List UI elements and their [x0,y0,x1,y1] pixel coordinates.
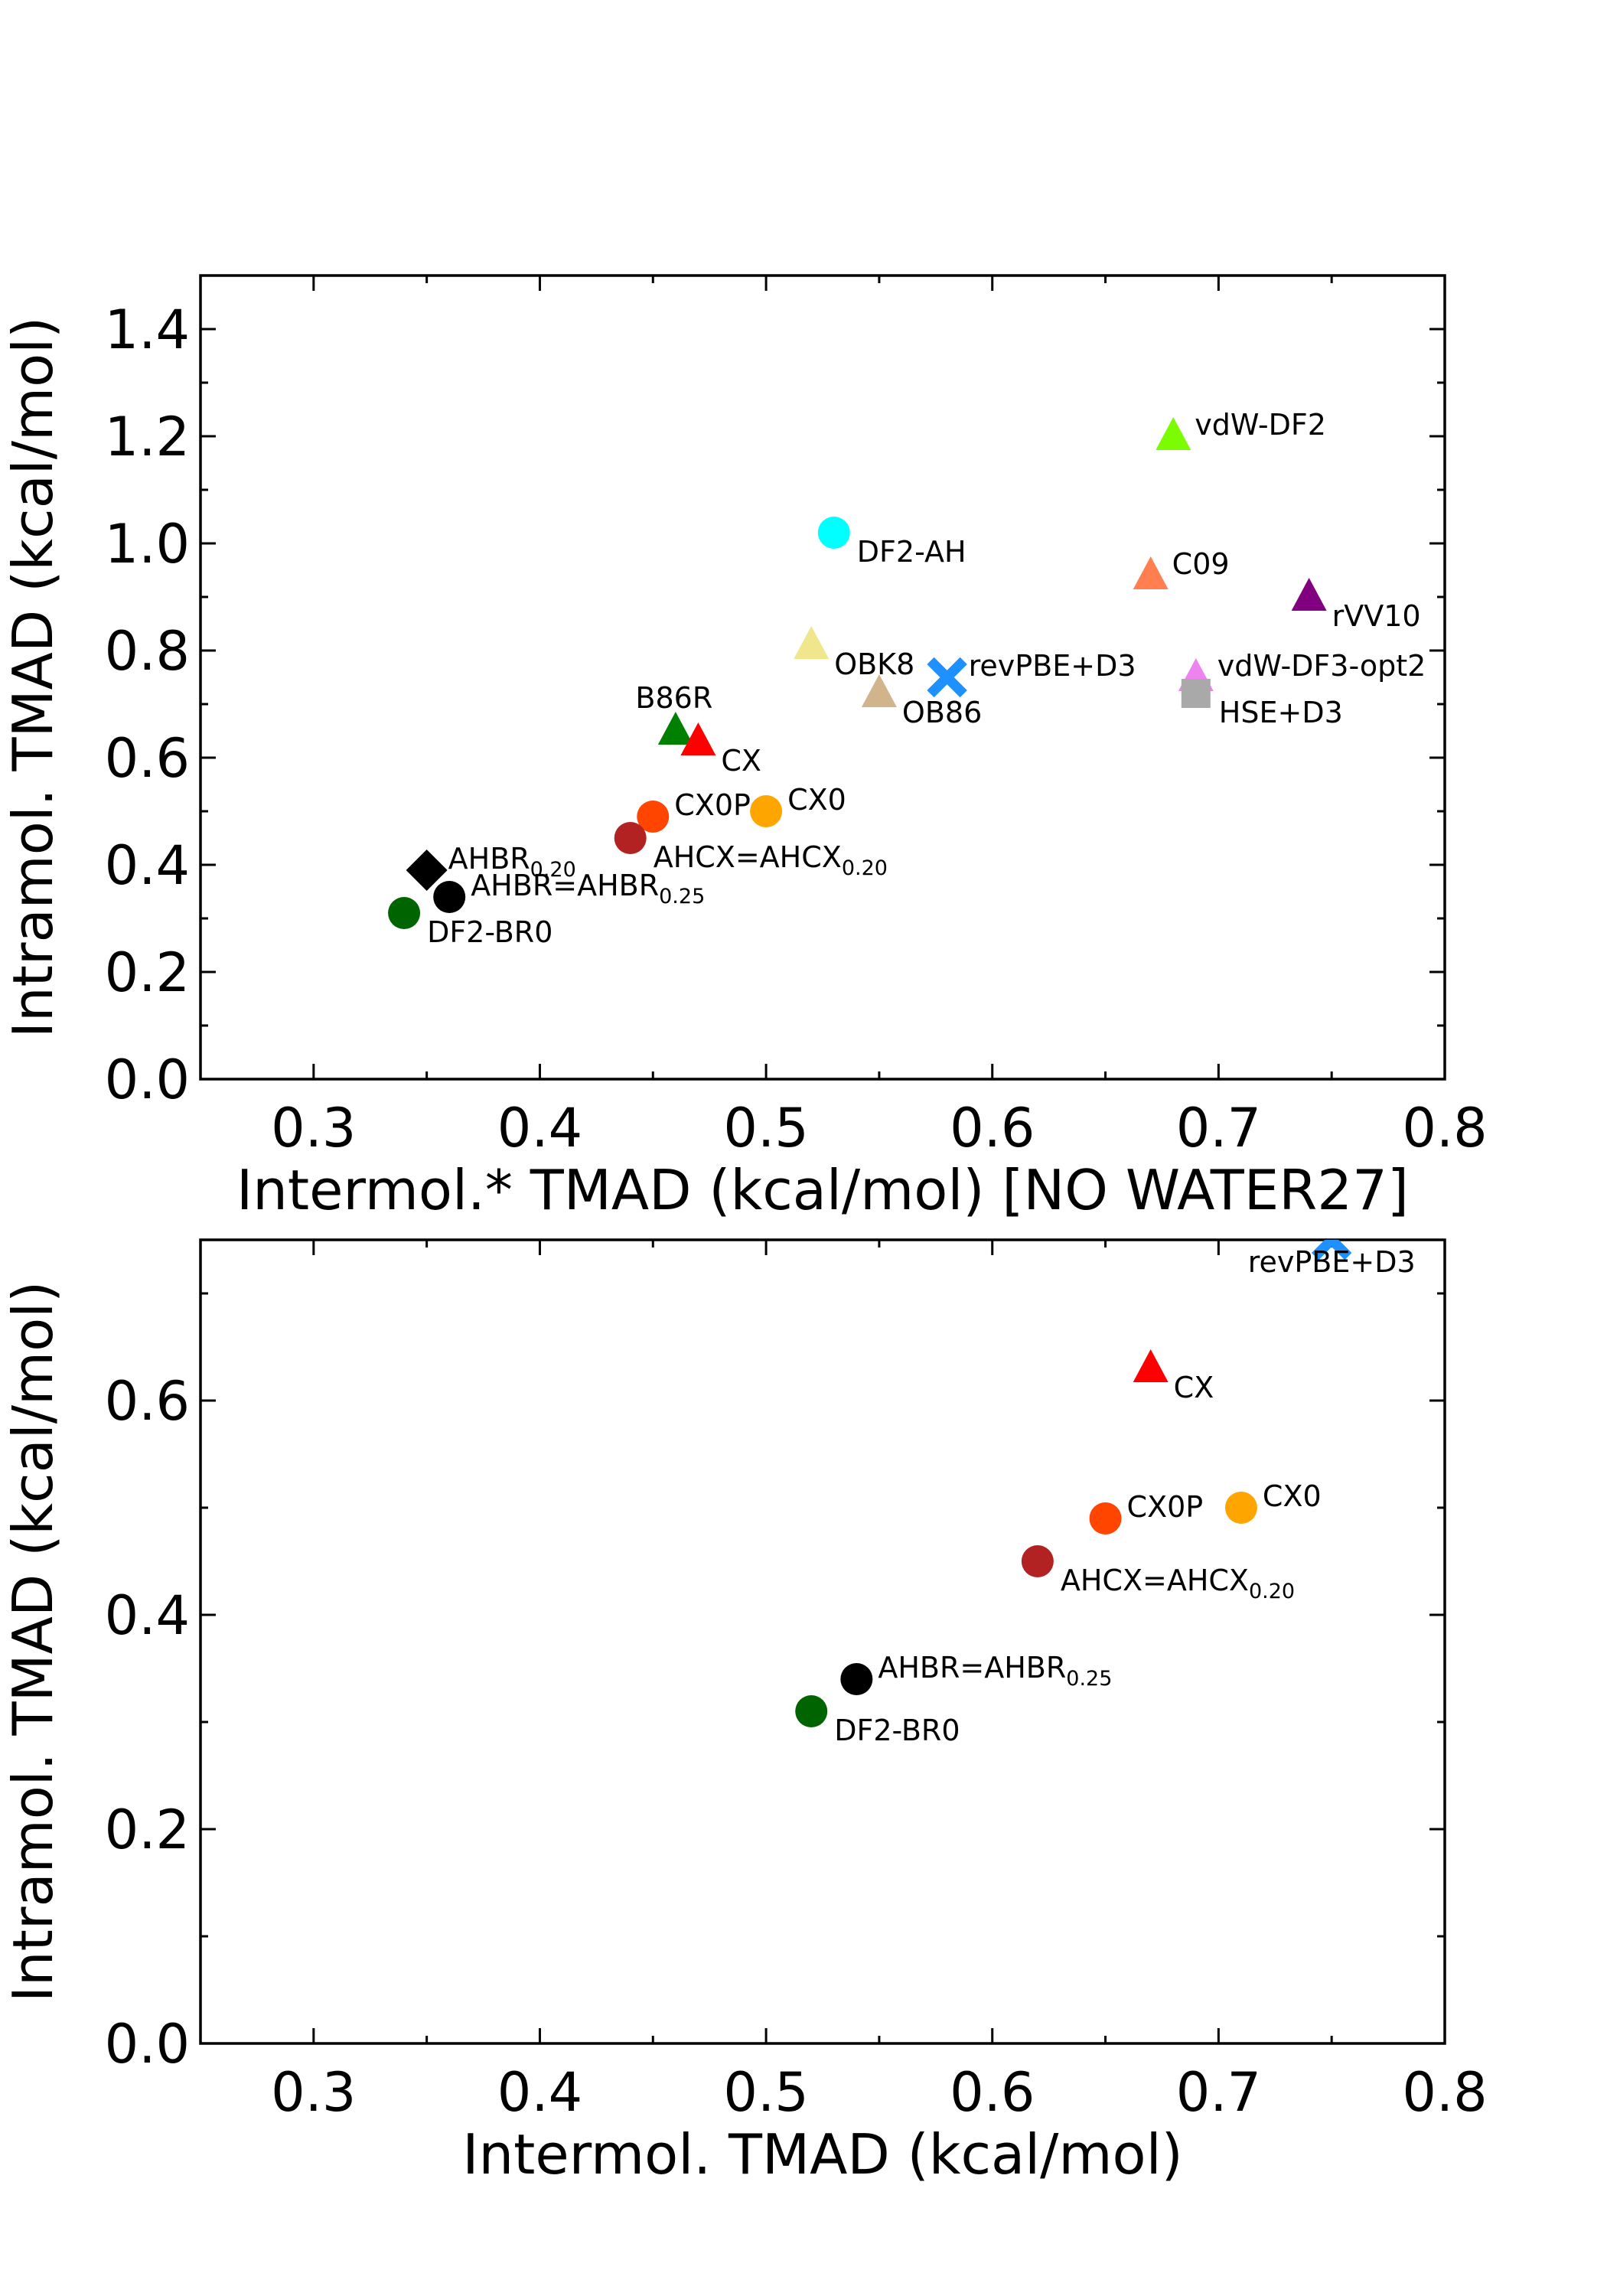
x-tick-label: 0.5 [723,1097,808,1159]
y-tick-label: 0.0 [105,1049,190,1111]
x-tick-label: 0.7 [1176,2061,1261,2124]
point-c09 [1133,556,1169,589]
y-tick-label: 0.6 [105,1370,190,1433]
point-label: OBK8 [834,647,914,681]
point-ahbr-ahbr-0-25 [433,881,466,913]
point-hse-d3 [1181,679,1211,708]
x-tick-label: 0.8 [1402,1097,1487,1159]
x-tick-label: 0.3 [271,2061,356,2124]
point-label: CX0P [1127,1490,1204,1524]
point-label: CX [721,744,761,778]
point-ahbr-ahbr-0-25 [840,1663,873,1695]
y-tick-label: 0.6 [105,727,190,790]
y-tick-label: 0.8 [105,620,190,683]
x-tick-label: 0.6 [950,1097,1035,1159]
top-scatter-panel: 0.3 0.4 0.5 0.6 0.7 0.8 0.0 0.2 0.4 0.6 0.8 1.0 1.2 1… [1,274,1488,1222]
point-ahcx-ahcx-0-20 [614,822,647,854]
x-tick-label: 0.7 [1176,1097,1261,1159]
point-obk8 [794,626,830,659]
point-label: DF2-BR0 [427,915,553,949]
point-label: vdW-DF2 [1195,408,1326,442]
point-cx0 [1224,1492,1257,1524]
y-tick-label: 1.0 [105,513,190,576]
x-axis-title: Intermol.* TMAD (kcal/mol) [NO WATER27] [236,1158,1409,1222]
point-ahbr-0-20 [406,850,448,891]
point-label: AHBR=AHBR0.25 [878,1651,1112,1691]
point-cx [1133,1349,1169,1382]
point-label: AHCX=AHCX0.20 [654,840,888,880]
marker-layer [388,417,1327,929]
point-revpbe-d3 [927,657,967,698]
x-tick-label: 0.6 [950,2061,1035,2124]
point-label: OB86 [902,696,982,729]
y-tick-label: 0.2 [105,941,190,1004]
x-tick-label: 0.4 [497,1097,582,1159]
y-tick-label: 0.4 [105,1584,190,1647]
point-ahcx-ahcx-0-20 [1021,1545,1054,1577]
point-label: CX [1174,1371,1214,1404]
point-df2-br0 [795,1695,828,1727]
y-axis-title: Intramol. TMAD (kcal/mol) [1,317,65,1039]
point-label: revPBE+D3 [1248,1245,1416,1279]
plot-frame [199,274,1446,1081]
x-axis-title: Intermol. TMAD (kcal/mol) [462,2122,1182,2187]
y-tick-label: 0.2 [105,1799,190,1861]
x-tick-label: 0.4 [497,2061,582,2124]
point-ob86 [861,674,897,707]
point-label: CX0 [1263,1479,1322,1513]
point-label: DF2-AH [857,535,966,569]
point-label: AHCX=AHCX0.20 [1061,1564,1295,1603]
bottom-scatter-panel: 0.3 0.4 0.5 0.6 0.7 0.80.00.20.40.6Intermol. … [1,1238,1488,2187]
x-tick-label: 0.8 [1402,2061,1487,2124]
plot-frame [199,1238,1446,2045]
point-label: AHBR0.20 [448,842,576,882]
point-label: HSE+D3 [1219,696,1343,729]
point-label: revPBE+D3 [969,649,1136,683]
point-cx0 [750,795,783,827]
point-rvv10 [1291,578,1327,611]
point-vdw-df2 [1156,417,1191,450]
point-label: rVV10 [1332,599,1421,633]
point-cx0p [1089,1502,1122,1534]
point-label: CX0P [674,788,751,822]
point-cx0p [637,801,670,833]
point-label: DF2-BR0 [834,1714,960,1747]
point-label: AHBR=AHBR0.25 [471,869,705,908]
x-tick-label: 0.5 [723,2061,808,2124]
point-label: CX0 [787,783,846,817]
point-cx [680,722,716,755]
y-tick-label: 1.4 [105,298,190,361]
y-tick-label: 1.2 [105,406,190,468]
point-label: C09 [1172,547,1230,581]
y-axis-title: Intramol. TMAD (kcal/mol) [1,1281,65,2003]
point-df2-ah [817,517,850,549]
marker-layer [795,1240,1352,1727]
point-df2-br0 [388,897,421,929]
y-tick-label: 0.0 [105,2013,190,2076]
point-revpbe-d3 [1311,1240,1352,1261]
point-b86r [657,712,693,745]
point-label: vdW-DF3-opt2 [1217,649,1426,683]
y-tick-label: 0.4 [105,834,190,897]
point-label: B86R [635,681,712,715]
x-tick-label: 0.3 [271,1097,356,1159]
